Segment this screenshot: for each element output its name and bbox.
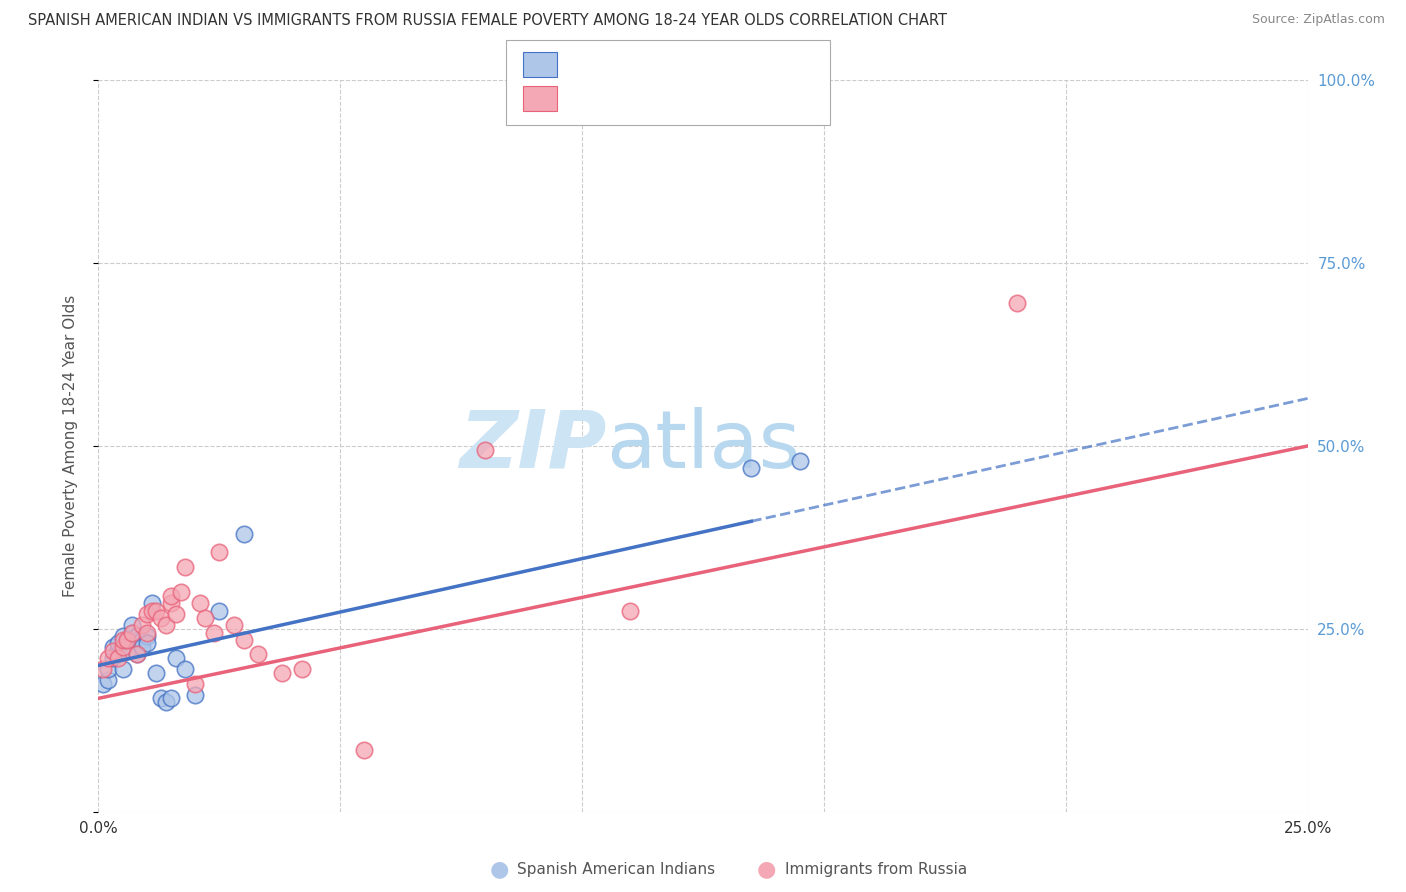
Point <box>97 662 120 676</box>
Text: Source: ZipAtlas.com: Source: ZipAtlas.com <box>1251 13 1385 27</box>
Point <box>117 632 139 647</box>
Point <box>107 651 129 665</box>
Point <box>145 603 167 617</box>
Point <box>160 691 183 706</box>
Point <box>619 603 641 617</box>
Point <box>174 662 197 676</box>
Point <box>97 673 120 687</box>
Point <box>789 453 811 467</box>
Point <box>121 618 143 632</box>
Point <box>111 662 134 676</box>
Point <box>474 442 496 457</box>
Point <box>121 625 143 640</box>
Point <box>117 644 139 658</box>
Text: R = 0.322   N = 35: R = 0.322 N = 35 <box>562 89 733 107</box>
Point <box>127 648 149 662</box>
Point <box>111 640 134 655</box>
Point <box>135 629 157 643</box>
Point <box>184 688 207 702</box>
Point <box>121 625 143 640</box>
Point <box>1007 296 1029 310</box>
Point <box>204 625 226 640</box>
Point <box>127 629 149 643</box>
Point <box>101 640 124 655</box>
Point <box>271 665 294 680</box>
Point <box>150 611 173 625</box>
Text: ●: ● <box>489 860 509 880</box>
Point <box>141 596 163 610</box>
Point <box>232 526 254 541</box>
Point <box>353 742 375 756</box>
Point <box>141 603 163 617</box>
Text: atlas: atlas <box>606 407 800 485</box>
Point <box>91 662 114 676</box>
Point <box>222 618 245 632</box>
Point <box>107 644 129 658</box>
Point <box>135 636 157 650</box>
Point <box>127 648 149 662</box>
Point <box>165 607 187 622</box>
Point <box>290 662 312 676</box>
Point <box>155 695 177 709</box>
Point <box>131 632 153 647</box>
Point <box>111 629 134 643</box>
Point <box>169 585 191 599</box>
Text: Spanish American Indians: Spanish American Indians <box>517 863 716 877</box>
Text: SPANISH AMERICAN INDIAN VS IMMIGRANTS FROM RUSSIA FEMALE POVERTY AMONG 18-24 YEA: SPANISH AMERICAN INDIAN VS IMMIGRANTS FR… <box>28 13 948 29</box>
Point <box>135 625 157 640</box>
Point <box>188 596 211 610</box>
Point <box>208 545 231 559</box>
Point <box>194 611 217 625</box>
Y-axis label: Female Poverty Among 18-24 Year Olds: Female Poverty Among 18-24 Year Olds <box>63 295 77 597</box>
Point <box>165 651 187 665</box>
Point <box>101 644 124 658</box>
Text: R = 0.292   N = 31: R = 0.292 N = 31 <box>562 55 733 73</box>
Point <box>131 640 153 655</box>
Point <box>160 589 183 603</box>
Point <box>150 691 173 706</box>
Point <box>184 676 207 690</box>
Point <box>135 607 157 622</box>
Point <box>174 559 197 574</box>
Point <box>131 618 153 632</box>
Point <box>247 648 270 662</box>
Point <box>145 665 167 680</box>
Point <box>97 651 120 665</box>
Point <box>111 632 134 647</box>
Point <box>91 676 114 690</box>
Point <box>232 632 254 647</box>
Point <box>740 461 762 475</box>
Text: Immigrants from Russia: Immigrants from Russia <box>785 863 967 877</box>
Point <box>107 636 129 650</box>
Point <box>101 651 124 665</box>
Text: ●: ● <box>756 860 776 880</box>
Point <box>155 618 177 632</box>
Point <box>208 603 231 617</box>
Text: ZIP: ZIP <box>458 407 606 485</box>
Point <box>160 596 183 610</box>
Point <box>117 632 139 647</box>
